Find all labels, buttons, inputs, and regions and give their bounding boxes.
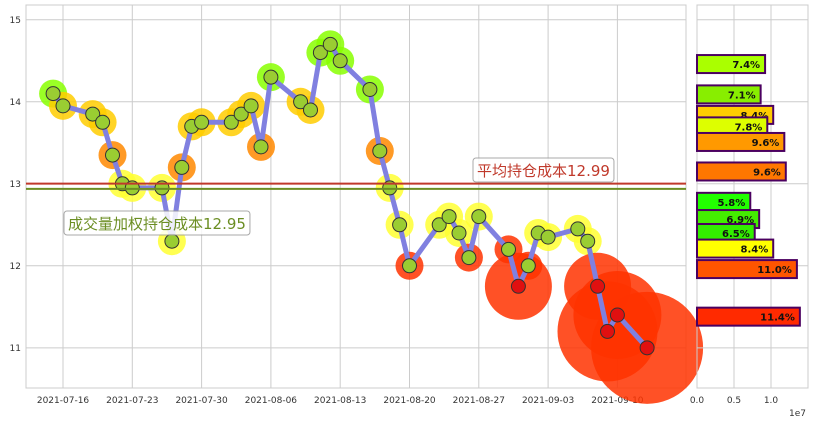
fruit-marker xyxy=(451,225,467,241)
fruit-marker xyxy=(95,114,111,130)
x-tick-label: 2021-08-06 xyxy=(245,396,298,406)
bar-label: 9.6% xyxy=(752,138,780,149)
fruit-marker xyxy=(105,147,120,163)
volume-bar xyxy=(696,54,767,75)
y-tick-label: 13 xyxy=(10,180,21,190)
fruit-marker xyxy=(303,102,318,118)
fruit-marker xyxy=(441,209,457,225)
fruit-marker xyxy=(510,278,526,294)
fruit-marker xyxy=(392,217,408,233)
volume-bar xyxy=(696,238,775,259)
bar-label: 11.0% xyxy=(757,265,792,276)
fruit-marker xyxy=(570,221,586,237)
cost-annotation-text: 成交量加权持仓成本12.95 xyxy=(68,215,246,233)
fruit-marker xyxy=(45,86,61,102)
x-tick-label: 2021-07-23 xyxy=(106,396,158,406)
bar-label: 5.8% xyxy=(718,198,746,209)
cost-annotation: 平均持仓成本12.99 xyxy=(472,157,615,183)
fruit-marker xyxy=(263,69,279,85)
x-tick-label: 2021-07-16 xyxy=(37,396,90,406)
fruit-marker xyxy=(431,217,447,233)
cost-annotation: 成交量加权持仓成本12.95 xyxy=(63,210,251,236)
fruit-marker xyxy=(322,36,338,52)
fruit-marker xyxy=(580,233,596,249)
offset-label: 1e7 xyxy=(789,409,806,419)
volume-bar xyxy=(696,84,762,105)
x-tick-label: 1.0 xyxy=(764,396,779,406)
x-tick-label: 0.0 xyxy=(690,396,705,406)
bar-label: 7.4% xyxy=(732,60,760,71)
fruit-marker xyxy=(471,209,487,225)
annotation-box xyxy=(472,157,615,183)
fruit-marker xyxy=(402,258,417,274)
bar-label: 11.4% xyxy=(760,313,795,324)
volume-bar xyxy=(696,259,798,280)
plot-frame xyxy=(25,4,687,389)
x-tick-label: 2021-07-30 xyxy=(175,396,228,406)
volume-profile-chart: 0.0 0.5 1.0 1e7 7.4% 7.1% 8.4% 7.8% 9.6% 9.6% 5.8%… xyxy=(690,4,809,419)
fruit-marker xyxy=(233,106,249,122)
bar-label: 7.8% xyxy=(735,122,763,133)
fruit-marker xyxy=(332,53,348,69)
volume-bar xyxy=(696,161,787,182)
fruit-marker xyxy=(590,278,606,294)
annotation-box xyxy=(63,210,251,236)
fruit-marker xyxy=(461,250,477,266)
y-tick-label: 11 xyxy=(10,344,21,354)
x-tick-label: 2021-09-10 xyxy=(591,396,644,406)
fruit-marker xyxy=(362,81,378,97)
fruit-marker xyxy=(600,323,615,339)
fruit-marker xyxy=(312,45,328,61)
fruit-marker xyxy=(609,307,625,323)
x-tick-label: 0.5 xyxy=(727,396,741,406)
bar-label: 7.1% xyxy=(728,90,756,101)
fruit-marker xyxy=(501,241,516,257)
fruit-marker xyxy=(223,114,239,130)
bar-label: 8.4% xyxy=(740,245,768,256)
fruit-marker xyxy=(243,98,259,114)
volume-bar xyxy=(696,131,786,152)
bar-label: 6.5% xyxy=(722,229,750,240)
price-chart: 11 12 13 14 15 2021-07-16 2021-07-23 2021-07-30… xyxy=(10,4,704,406)
cost-annotation-text: 平均持仓成本12.99 xyxy=(477,162,610,180)
fruit-marker xyxy=(194,114,210,130)
volume-bar xyxy=(696,306,801,327)
fruit-marker xyxy=(540,229,556,245)
fruit-marker xyxy=(293,94,309,110)
fruit-marker xyxy=(174,159,190,175)
fruit-marker xyxy=(55,98,71,114)
y-tick-label: 12 xyxy=(10,262,21,272)
fruit-marker xyxy=(372,143,388,159)
x-tick-label: 2021-08-13 xyxy=(314,396,366,406)
x-tick-label: 2021-08-27 xyxy=(453,396,505,406)
fruit-marker xyxy=(520,258,536,274)
fruit-marker xyxy=(164,233,180,249)
x-tick-label: 2021-09-03 xyxy=(522,396,574,406)
y-tick-label: 15 xyxy=(10,16,21,26)
fruit-marker xyxy=(639,340,655,356)
fruit-marker xyxy=(85,106,101,122)
bar-label: 9.6% xyxy=(753,167,781,178)
fruit-marker xyxy=(253,139,269,155)
y-tick-label: 14 xyxy=(10,98,22,108)
bar-label: 6.9% xyxy=(726,215,754,226)
x-tick-label: 2021-08-20 xyxy=(383,396,436,406)
